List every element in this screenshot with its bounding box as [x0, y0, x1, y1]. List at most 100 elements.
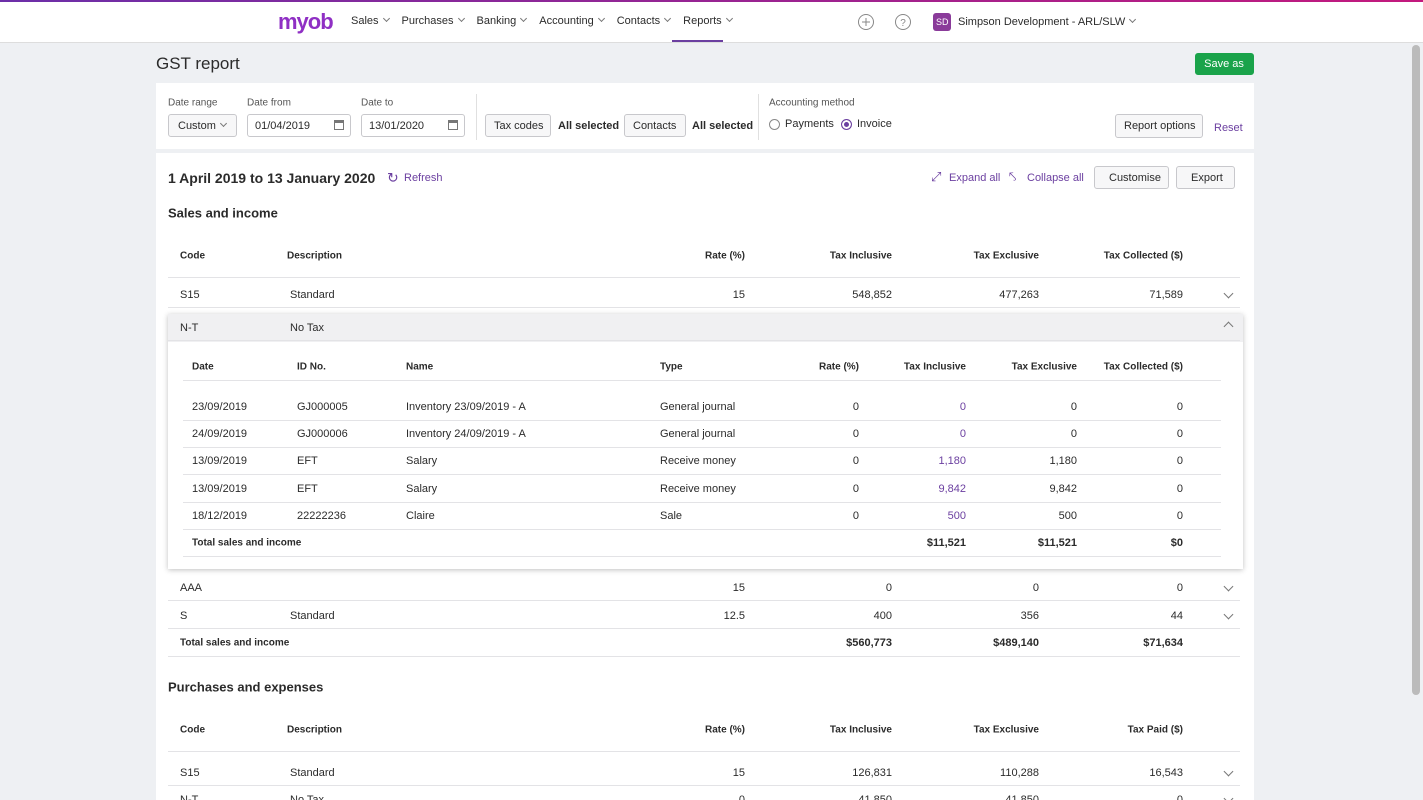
cell: No Tax [290, 322, 325, 334]
column-header: Tax Paid ($) [1127, 724, 1183, 736]
collapse-all-link[interactable]: Collapse all [1027, 172, 1084, 184]
column-header: Rate (%) [704, 250, 745, 262]
detail-link[interactable]: 9,842 [938, 483, 966, 495]
cell: N-T [180, 794, 199, 800]
row-divider [168, 656, 1240, 657]
radio[interactable] [769, 119, 780, 130]
detail-link[interactable]: 0 [959, 401, 966, 413]
radio[interactable] [841, 119, 852, 130]
detail-cell: 0 [1176, 428, 1183, 440]
page-title: GST report [156, 54, 240, 73]
expand-icon: ⤢ [931, 169, 942, 184]
detail-header: Tax Inclusive [903, 361, 966, 373]
date-value: 13/01/2020 [369, 120, 425, 132]
detail-total-value: $11,521 [926, 537, 966, 549]
cell: 110,288 [1000, 767, 1039, 779]
detail-cell: 24/09/2019 [192, 428, 248, 440]
detail-cell: Salary [406, 483, 438, 495]
cell: 41,850 [858, 794, 892, 800]
detail-cell: 500 [1058, 510, 1077, 522]
cell: S [180, 610, 188, 622]
nav-item[interactable]: Reports [683, 15, 732, 27]
section-title: Purchases and expenses [168, 679, 324, 695]
contacts-label: Contacts [633, 120, 677, 132]
expand-all-link[interactable]: Expand all [949, 172, 1001, 184]
contacts-button[interactable] [624, 114, 686, 137]
cell: Standard [290, 767, 335, 779]
column-header: Code [180, 724, 205, 736]
detail-header: Date [192, 361, 214, 373]
detail-cell: GJ000005 [297, 401, 348, 413]
detail-link[interactable]: 1,180 [938, 455, 966, 467]
customise-button[interactable] [1094, 166, 1169, 189]
row-divider [183, 474, 1221, 475]
detail-cell: 0 [852, 455, 859, 467]
cell: 15 [732, 582, 745, 594]
nav-item[interactable]: Accounting [539, 15, 603, 27]
row-divider [183, 380, 1221, 381]
detail-cell: 13/09/2019 [192, 483, 248, 495]
detail-link[interactable]: 500 [947, 510, 966, 522]
cell: 0 [1032, 582, 1039, 594]
active-underline [672, 40, 723, 42]
row-divider [168, 628, 1240, 629]
date-range-value: Custom [178, 120, 226, 132]
nav-item[interactable]: Banking [477, 15, 527, 27]
column-header: Description [287, 724, 343, 736]
save-as-button[interactable] [1195, 53, 1254, 75]
detail-panel [168, 314, 1243, 569]
column-header: Tax Collected ($) [1103, 250, 1183, 262]
tax-codes-button[interactable] [485, 114, 551, 137]
cell: 12.5 [723, 610, 745, 622]
business-name[interactable]: Simpson Development - ARL/SLW [958, 16, 1135, 28]
detail-cell: Sale [660, 510, 683, 522]
report-options-button[interactable] [1115, 114, 1203, 138]
report-options-label: Report options [1124, 120, 1196, 132]
cell: Standard [290, 289, 335, 301]
cell: Standard [290, 610, 335, 622]
nav-item[interactable]: Sales [351, 15, 389, 27]
row-divider [183, 420, 1221, 421]
collapse-icon: ⤣ [1009, 169, 1017, 184]
detail-cell: Claire [406, 510, 435, 522]
detail-link[interactable]: 0 [959, 428, 966, 440]
contacts-value: All selected [692, 120, 754, 132]
divider [476, 94, 477, 140]
report-period: 1 April 2019 to 13 January 2020 [168, 170, 376, 186]
filter-label: Date to [361, 97, 394, 109]
detail-cell: 0 [1176, 401, 1183, 413]
cell: 15 [732, 289, 745, 301]
column-header: Tax Inclusive [829, 724, 892, 736]
row-divider [168, 307, 1240, 308]
cell: 0 [885, 582, 892, 594]
column-header: Description [287, 250, 343, 262]
total-label: Total sales and income [180, 637, 290, 649]
detail-cell: 22222236 [297, 510, 346, 522]
date-input[interactable] [247, 114, 351, 137]
detail-cell: 0 [1176, 510, 1183, 522]
scrollbar[interactable] [1412, 45, 1420, 695]
detail-cell: 13/09/2019 [192, 455, 248, 467]
reset-link[interactable]: Reset [1214, 122, 1243, 134]
nav-item[interactable]: Contacts [617, 15, 670, 27]
row-divider [183, 556, 1221, 557]
cell: 41,850 [1005, 794, 1039, 800]
detail-header: ID No. [297, 361, 326, 373]
nav-item[interactable]: Purchases [402, 15, 464, 27]
refresh-link[interactable]: Refresh [404, 172, 443, 184]
export-label: Export [1191, 172, 1223, 184]
export-button[interactable] [1176, 166, 1235, 189]
date-input[interactable] [361, 114, 465, 137]
total-value: $71,634 [1143, 637, 1183, 649]
logo[interactable]: myob [278, 9, 334, 34]
column-header: Tax Exclusive [973, 250, 1039, 262]
row-divider [183, 502, 1221, 503]
svg-text:?: ? [900, 18, 906, 29]
filter-label: Date range [168, 97, 218, 109]
expanded-row-bg [168, 314, 1243, 342]
cell: 477,263 [999, 289, 1039, 301]
detail-total-value: $0 [1170, 537, 1183, 549]
detail-cell: 0 [852, 483, 859, 495]
nav-icons[interactable]: ? [857, 13, 917, 31]
calendar-icon [334, 120, 344, 130]
